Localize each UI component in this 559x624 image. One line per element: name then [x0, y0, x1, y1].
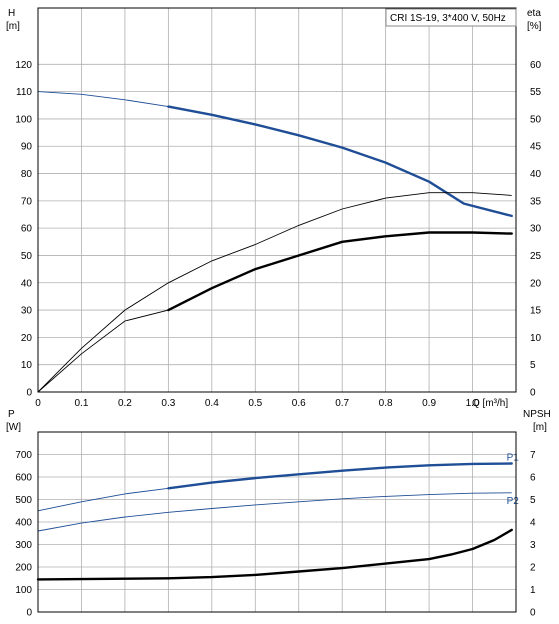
y-right-tick-label: 45 [530, 142, 542, 153]
y-right-tick-label: 4 [530, 518, 536, 529]
series-line [37, 192, 512, 393]
y-left-tick-label: 30 [21, 306, 33, 317]
y-left-tick-label: 0 [26, 608, 32, 619]
y-left-tick-label: 0 [26, 388, 32, 399]
lower-plot-frame [37, 431, 517, 613]
y-left-tick-label: 500 [15, 495, 32, 506]
y-left-tick-label: 60 [21, 224, 33, 235]
y-right-tick-label: 3 [530, 540, 536, 551]
y-left-tick-label: 110 [16, 87, 32, 98]
lower-y-left-unit: [W] [6, 422, 21, 433]
upper-y-right-unit: [%] [527, 21, 542, 32]
lower-y-right-unit: [m] [533, 422, 547, 433]
lower-panel: P [W] NPSH [m] 0 100 200 300 400 500 600 700 0 1 2… [6, 409, 551, 619]
x-tick-label: 0.5 [248, 398, 262, 409]
y-left-tick-label: 600 [15, 473, 32, 484]
y-left-tick-label: 90 [21, 142, 33, 153]
y-left-tick-label: 120 [15, 60, 32, 71]
series-line-operating-range [167, 231, 513, 312]
series-line-operating-range [36, 528, 513, 581]
series-line [37, 529, 512, 580]
y-right-tick-label: 1 [530, 585, 536, 596]
y-right-tick-label: 55 [530, 87, 542, 98]
y-left-tick-label: 400 [15, 518, 32, 529]
y-left-tick-label: 50 [21, 251, 33, 262]
y-right-tick-label: 6 [530, 473, 536, 484]
y-left-tick-label: 20 [21, 333, 33, 344]
y-left-tick-label: 10 [21, 360, 33, 371]
y-left-tick-label: 100 [15, 114, 32, 125]
x-tick-label: 1.0 [466, 398, 480, 409]
y-right-tick-label: 2 [530, 563, 536, 574]
series-line [37, 91, 512, 217]
y-right-tick-label: 10 [530, 333, 542, 344]
x-tick-label: 0.9 [422, 398, 436, 409]
series-line-operating-range [167, 462, 513, 490]
upper-y-left-unit: [m] [6, 21, 20, 32]
upper-panel: H [m] eta [%] Q [m³/h] 0 0.1 0.2 0.3 0.4 0.5 0… [6, 7, 542, 409]
chart-title-box [385, 8, 517, 27]
y-left-tick-label: 300 [15, 540, 32, 551]
x-tick-label: 0 [35, 398, 41, 409]
y-right-tick-label: 0 [530, 608, 536, 619]
x-tick-label: 0.7 [335, 398, 349, 409]
y-left-tick-label: 70 [21, 196, 33, 207]
y-right-tick-label: 40 [530, 169, 542, 180]
x-tick-label: 0.8 [379, 398, 393, 409]
upper-y-right-label: eta [527, 8, 541, 19]
x-tick-label: 0.3 [161, 398, 175, 409]
y-right-tick-label: 20 [530, 278, 542, 289]
y-left-tick-label: 700 [15, 450, 32, 461]
y-right-tick-label: 25 [530, 251, 542, 262]
y-right-tick-label: 60 [530, 60, 542, 71]
upper-plot-frame [37, 7, 517, 393]
y-left-tick-label: 40 [21, 278, 33, 289]
y-right-tick-label: 35 [530, 196, 542, 207]
x-tick-label: 0.2 [118, 398, 132, 409]
x-axis-label: Q [m³/h] [472, 398, 508, 409]
y-right-tick-label: 5 [530, 360, 536, 371]
y-left-tick-label: 80 [21, 169, 33, 180]
y-right-tick-label: 30 [530, 224, 542, 235]
series-label: P1 [507, 453, 520, 464]
x-tick-label: 0.6 [292, 398, 306, 409]
series-line [37, 492, 512, 532]
chart-title: CRI 1S-19, 3*400 V, 50Hz [390, 13, 506, 24]
x-tick-label: 0.1 [75, 398, 89, 409]
y-right-tick-label: 0 [530, 388, 536, 399]
y-left-tick-label: 200 [15, 563, 32, 574]
series-label: P2 [507, 496, 520, 507]
y-right-tick-label: 50 [530, 114, 542, 125]
lower-y-right-label: NPSH [523, 409, 551, 420]
series-line-operating-range [167, 105, 513, 218]
y-right-tick-label: 15 [530, 306, 542, 317]
y-right-tick-label: 7 [530, 450, 536, 461]
x-tick-label: 0.4 [205, 398, 219, 409]
upper-y-left-label: H [8, 8, 15, 19]
y-right-tick-label: 5 [530, 495, 536, 506]
lower-y-left-label: P [8, 409, 15, 420]
y-left-tick-label: 100 [15, 585, 32, 596]
series-line [37, 232, 512, 393]
